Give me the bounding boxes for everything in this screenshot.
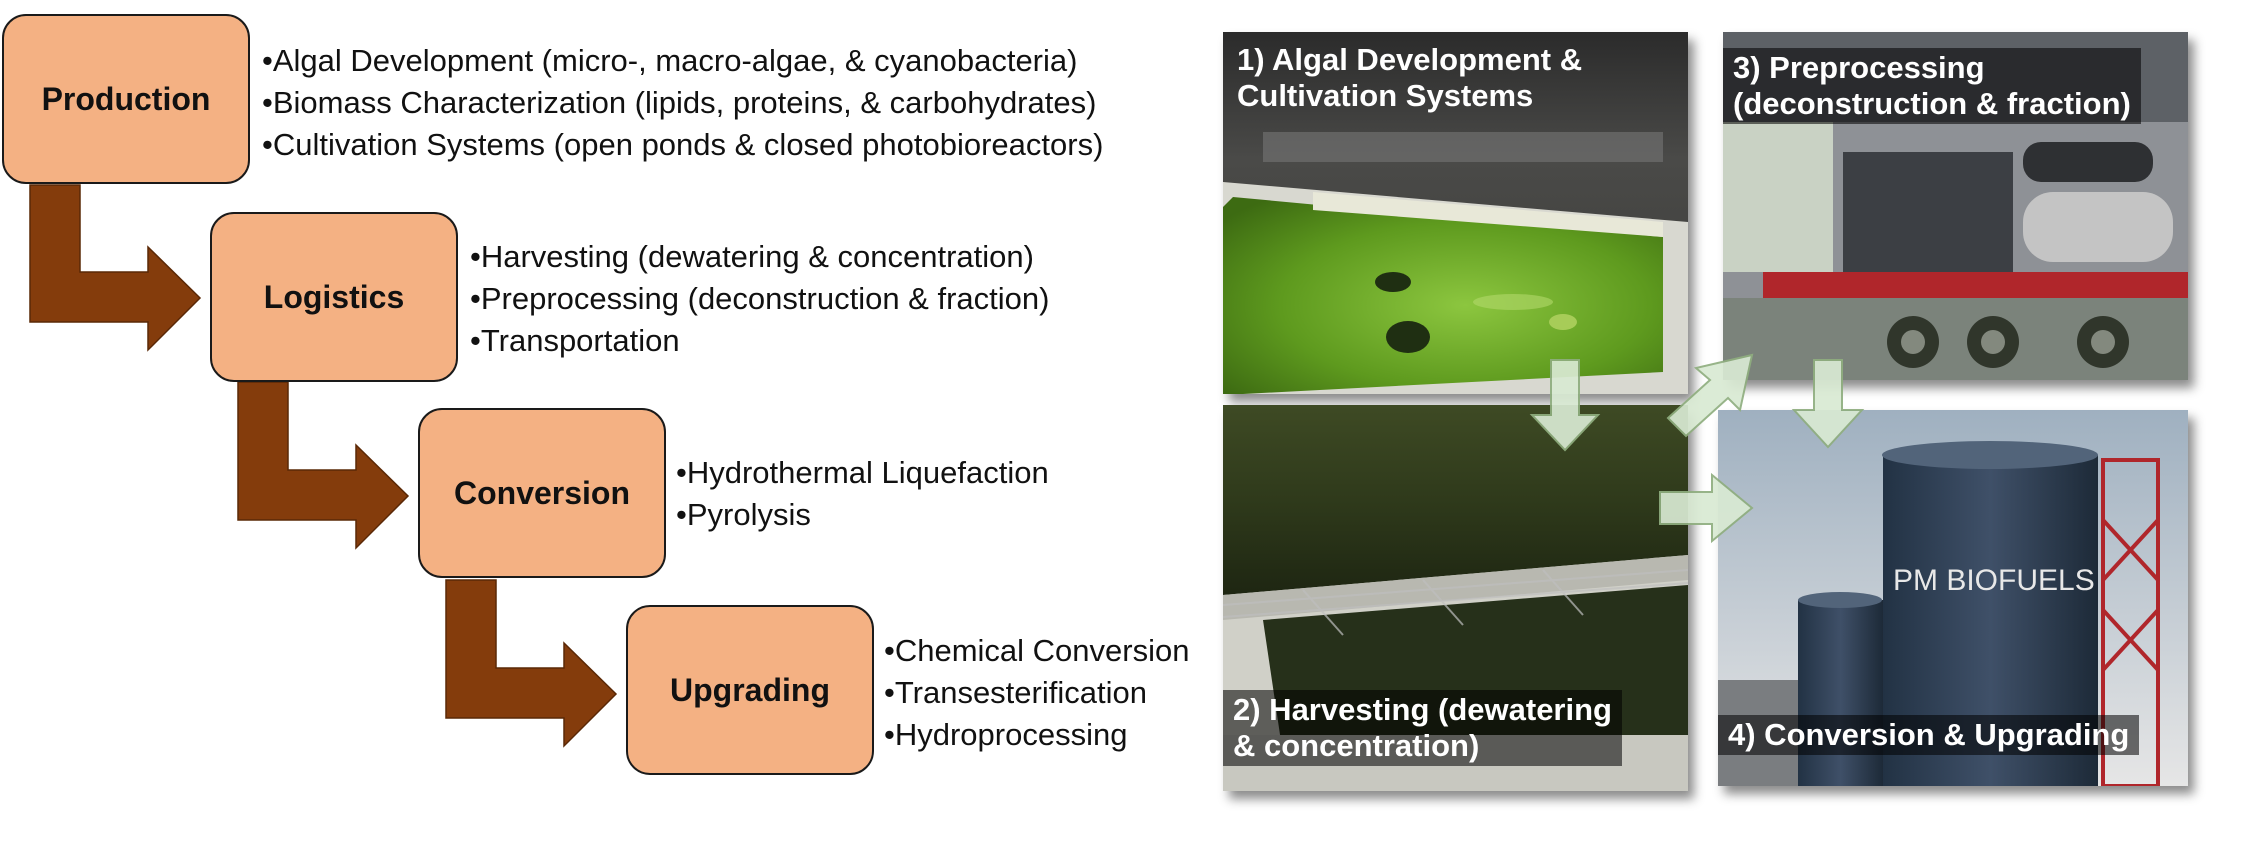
bullet-item: •Biomass Characterization (lipids, prote… bbox=[262, 85, 1097, 120]
photo-2-caption: 2) Harvesting (dewatering & concentratio… bbox=[1223, 690, 1622, 766]
flow-arrow-2 bbox=[237, 381, 410, 550]
photo-algae-pond: 1) Algal Development & Cultivation Syste… bbox=[1223, 32, 1688, 394]
photo-4-caption: 4) Conversion & Upgrading bbox=[1718, 715, 2140, 755]
stage-box-upgrading: Upgrading bbox=[626, 605, 874, 775]
photo-3-caption: 3) Preprocessing (deconstruction & fract… bbox=[1723, 48, 2141, 124]
bullet-item: •Hydrothermal Liquefaction bbox=[676, 455, 1049, 490]
bullet-item: •Cultivation Systems (open ponds & close… bbox=[262, 127, 1104, 162]
tank-sign: PM BIOFUELS bbox=[1893, 564, 2095, 597]
caption-line: & concentration) bbox=[1233, 728, 1480, 763]
caption-line: 3) Preprocessing bbox=[1733, 50, 1985, 85]
bullet-item: •Pyrolysis bbox=[676, 497, 811, 532]
logistics-bullets: •Harvesting (dewatering & concentration)… bbox=[470, 236, 1049, 362]
caption-line: 1) Algal Development & bbox=[1237, 42, 1583, 77]
arrow-right-photo2-to-photo4 bbox=[1659, 472, 1754, 544]
bullet-item: •Transesterification bbox=[884, 675, 1147, 710]
bullet-item: •Algal Development (micro-, macro-algae,… bbox=[262, 43, 1078, 78]
caption-line: 4) Conversion & Upgrading bbox=[1728, 717, 2130, 752]
upgrading-bullets: •Chemical Conversion •Transesterificatio… bbox=[884, 630, 1189, 756]
photo-biofuel-tanks: PM BIOFUELS 4) Conversion & Upgrading bbox=[1718, 410, 2188, 786]
bullet-item: •Harvesting (dewatering & concentration) bbox=[470, 239, 1034, 274]
caption-line: (deconstruction & fraction) bbox=[1733, 86, 2131, 121]
conversion-bullets: •Hydrothermal Liquefaction •Pyrolysis bbox=[676, 452, 1049, 536]
production-bullets: •Algal Development (micro-, macro-algae,… bbox=[262, 40, 1103, 166]
bullet-item: •Chemical Conversion bbox=[884, 633, 1190, 668]
stage-label-upgrading: Upgrading bbox=[670, 671, 830, 708]
stage-box-logistics: Logistics bbox=[210, 212, 458, 382]
caption-line: 2) Harvesting (dewatering bbox=[1233, 692, 1612, 727]
flow-arrows bbox=[29, 184, 618, 748]
algae-pond-image bbox=[1223, 32, 1688, 394]
photo-processing-trailer: 3) Preprocessing (deconstruction & fract… bbox=[1723, 32, 2188, 380]
arrow-down-photo1-to-photo2 bbox=[1529, 359, 1601, 452]
bullet-item: •Hydroprocessing bbox=[884, 717, 1128, 752]
bullet-item: •Preprocessing (deconstruction & fractio… bbox=[470, 281, 1050, 316]
stage-label-production: Production bbox=[41, 80, 211, 117]
stage-box-production: Production bbox=[2, 14, 250, 184]
caption-line: Cultivation Systems bbox=[1237, 78, 1534, 113]
arrow-up-photo2-to-photo3 bbox=[1666, 353, 1754, 438]
photo-1-caption: 1) Algal Development & Cultivation Syste… bbox=[1227, 40, 1592, 116]
arrow-down-photo3-to-photo4 bbox=[1791, 359, 1865, 449]
stage-label-logistics: Logistics bbox=[263, 278, 405, 315]
flow-arrow-3 bbox=[445, 579, 618, 748]
stage-box-conversion: Conversion bbox=[418, 408, 666, 578]
bullet-item: •Transportation bbox=[470, 323, 680, 358]
stage-label-conversion: Conversion bbox=[453, 474, 631, 511]
photo-harvested-biomass: 2) Harvesting (dewatering & concentratio… bbox=[1223, 405, 1688, 791]
flow-arrow-1 bbox=[29, 184, 202, 352]
